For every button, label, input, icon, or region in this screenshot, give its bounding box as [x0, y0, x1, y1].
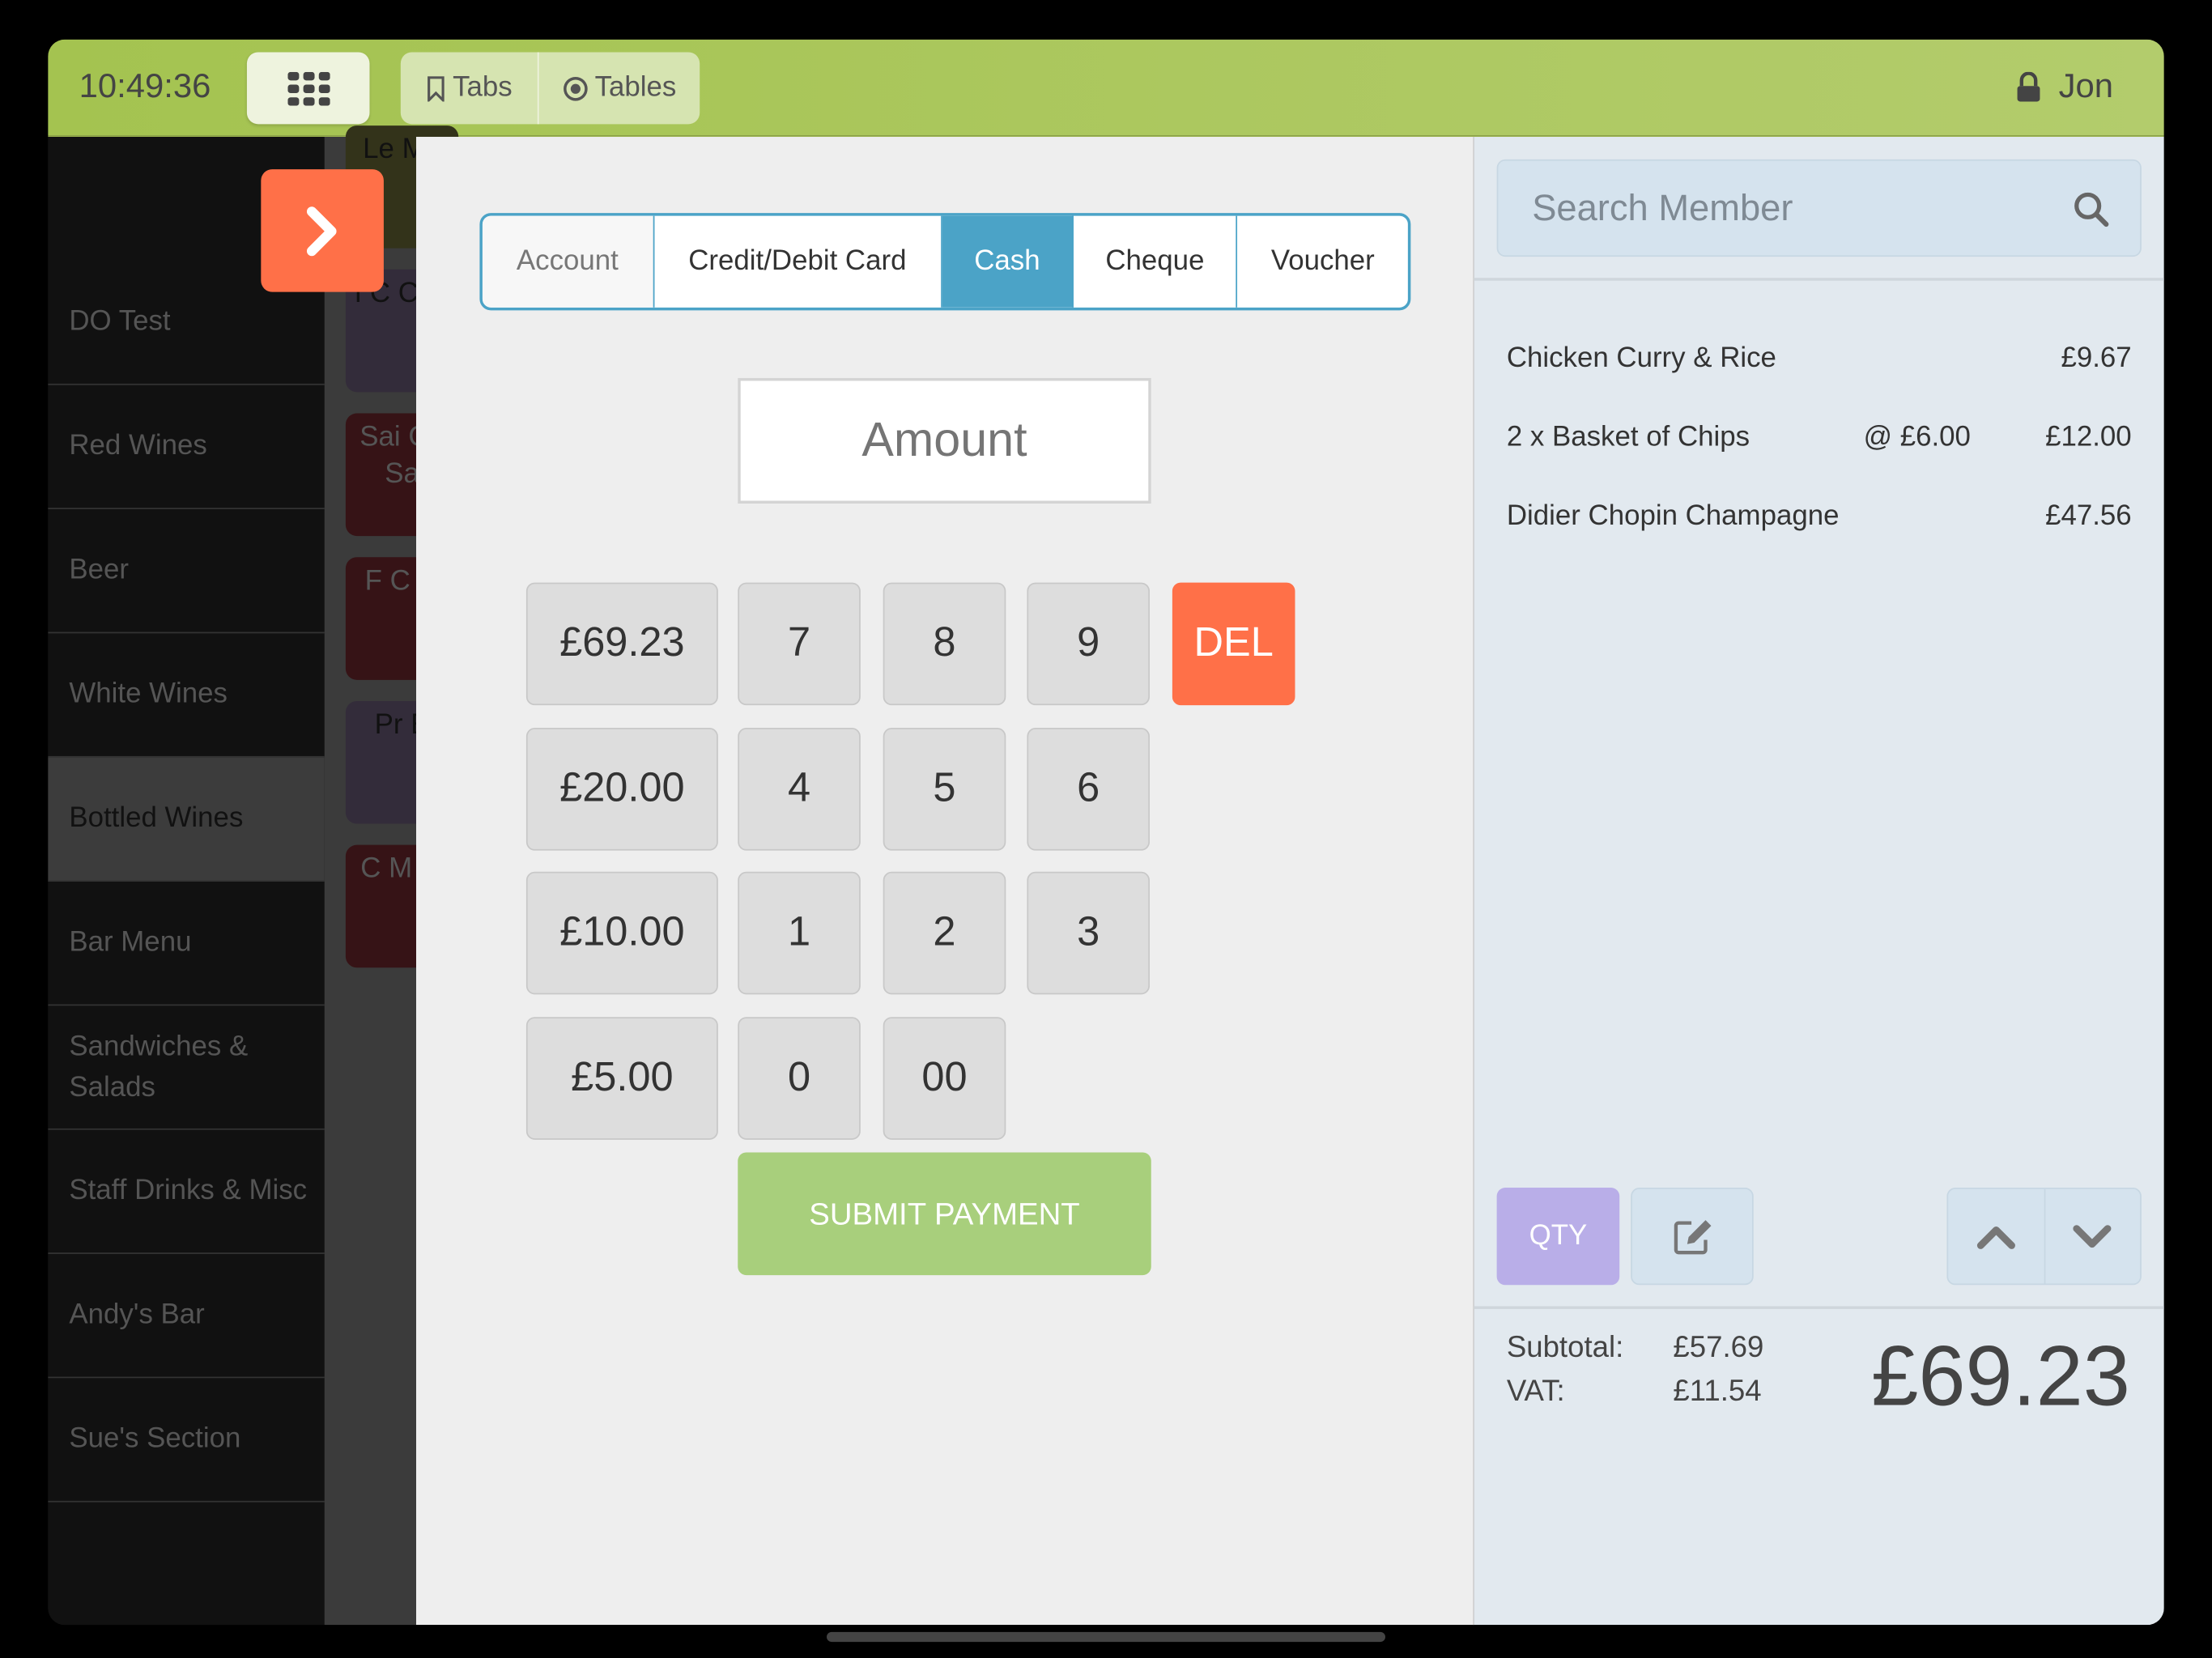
keypad-key[interactable]: 0 — [738, 1017, 861, 1140]
amount-input[interactable] — [738, 377, 1151, 504]
keypad-key[interactable]: 1 — [738, 871, 861, 995]
chevron-right-icon — [306, 206, 336, 256]
order-line[interactable]: 2 x Basket of Chips @ £6.00 £12.00 — [1507, 422, 2132, 454]
user-name: Jon — [2058, 67, 2114, 106]
payment-tab[interactable]: Credit/Debit Card — [654, 215, 942, 308]
divider — [1474, 1306, 2164, 1309]
payment-tab[interactable]: Account — [482, 215, 654, 308]
order-line-unit — [1864, 501, 2019, 534]
scroll-up-button[interactable] — [1948, 1188, 2045, 1284]
pos-screen: 10:49:36 Tabs Tables Jon DO Test Red Wine… — [48, 39, 2164, 1626]
chevron-down-icon — [2073, 1224, 2112, 1248]
order-line-unit: @ £6.00 — [1863, 421, 1971, 453]
payment-method-tabs: Account Credit/Debit Card Cash Cheque Vouche… — [479, 213, 1411, 311]
sidebar-item[interactable]: Bar Menu — [48, 882, 325, 1006]
order-line[interactable]: Chicken Curry & Rice £9.67 — [1507, 342, 2132, 375]
keypad-key[interactable]: 3 — [1027, 871, 1151, 995]
bookmark-icon — [427, 75, 445, 101]
scroll-down-button[interactable] — [2045, 1189, 2141, 1284]
grid-icon — [287, 70, 330, 105]
category-sidebar: DO Test Red Wines Beer White Wines Bottled W… — [48, 137, 325, 1626]
keypad-key[interactable]: 00 — [883, 1017, 1006, 1140]
keypad-key[interactable]: 9 — [1027, 582, 1151, 706]
delete-button[interactable]: DEL — [1172, 582, 1295, 706]
divider — [1474, 278, 2164, 281]
menu-grid-button[interactable] — [246, 52, 370, 125]
keypad-key[interactable]: 8 — [883, 582, 1006, 706]
top-bar: 10:49:36 Tabs Tables Jon — [48, 39, 2164, 138]
tables-button[interactable]: Tables — [539, 52, 700, 124]
payment-tab[interactable]: Voucher — [1270, 245, 1375, 277]
sidebar-item[interactable]: Andy's Bar — [48, 1254, 325, 1379]
sidebar-item[interactable]: DO Test — [48, 261, 325, 385]
sidebar-item[interactable]: Staff Drinks & Misc — [48, 1130, 325, 1254]
submit-payment-button[interactable]: SUBMIT PAYMENT — [738, 1152, 1151, 1276]
total-amount: £69.23 — [1871, 1329, 2130, 1424]
edit-icon — [1673, 1219, 1711, 1254]
target-icon — [563, 76, 587, 100]
order-line-name: Chicken Curry & Rice — [1506, 342, 1776, 374]
vat-value: £11.54 — [1673, 1375, 1762, 1408]
subtotal-value: £57.69 — [1673, 1331, 1764, 1364]
sidebar-item[interactable]: Bottled Wines — [48, 757, 325, 882]
keypad-key[interactable]: 4 — [738, 728, 861, 851]
user-lock-button[interactable]: Jon — [2016, 68, 2113, 108]
chevron-up-icon — [1976, 1226, 2015, 1248]
lock-icon — [2018, 71, 2040, 102]
order-line-name: Didier Chopin Champagne — [1506, 500, 1840, 532]
quick-amount-button[interactable]: £69.23 — [525, 582, 718, 706]
tabs-button[interactable]: Tabs — [401, 52, 539, 125]
sidebar-item[interactable]: Beer — [48, 509, 325, 634]
qty-button[interactable]: QTY — [1496, 1188, 1620, 1286]
view-toggle: Tabs Tables — [400, 52, 700, 125]
tabs-label: Tabs — [453, 71, 513, 104]
search-member-input[interactable] — [1529, 185, 2043, 232]
expand-button[interactable] — [261, 169, 384, 292]
tables-label: Tables — [594, 71, 677, 104]
keypad-key[interactable]: 6 — [1027, 728, 1151, 851]
quick-amount-button[interactable]: £5.00 — [525, 1017, 718, 1140]
sidebar-item[interactable]: Red Wines — [48, 385, 325, 509]
keypad-key[interactable]: 7 — [738, 582, 861, 706]
vat-label: VAT: — [1506, 1375, 1565, 1408]
home-indicator — [827, 1631, 1385, 1643]
order-line-name: 2 x Basket of Chips — [1506, 421, 1750, 453]
payment-tab[interactable]: Cash — [942, 215, 1074, 308]
keypad-key[interactable]: 2 — [883, 871, 1006, 995]
edit-button[interactable] — [1631, 1188, 1754, 1286]
order-line-price: £12.00 — [2045, 421, 2132, 453]
keypad-key[interactable]: 5 — [883, 728, 1006, 851]
member-search — [1496, 159, 2142, 257]
search-icon[interactable] — [2073, 189, 2109, 227]
payment-panel: Account Credit/Debit Card Cash Cheque Vouche… — [415, 137, 1474, 1626]
order-line-price: £9.67 — [2061, 342, 2132, 374]
quick-amount-button[interactable]: £20.00 — [525, 728, 718, 851]
sidebar-item[interactable]: White Wines — [48, 633, 325, 758]
sidebar-item[interactable]: Sandwiches & Salads — [48, 1005, 325, 1130]
order-line-price: £47.56 — [2045, 500, 2132, 532]
subtotal-label: Subtotal: — [1506, 1331, 1624, 1364]
order-panel: QTY Subtotal: £57.69 VAT: £11.54 £69.23 … — [1474, 137, 2164, 1626]
sidebar-item[interactable]: Sue's Section — [48, 1378, 325, 1503]
quick-amount-button[interactable]: £10.00 — [525, 871, 718, 995]
scroll-buttons — [1946, 1188, 2142, 1286]
payment-tab[interactable]: Cheque — [1074, 215, 1238, 308]
order-line[interactable]: Didier Chopin Champagne £47.56 — [1507, 501, 2132, 534]
clock: 10:49:36 — [79, 67, 211, 106]
order-line-unit — [1864, 342, 2019, 375]
